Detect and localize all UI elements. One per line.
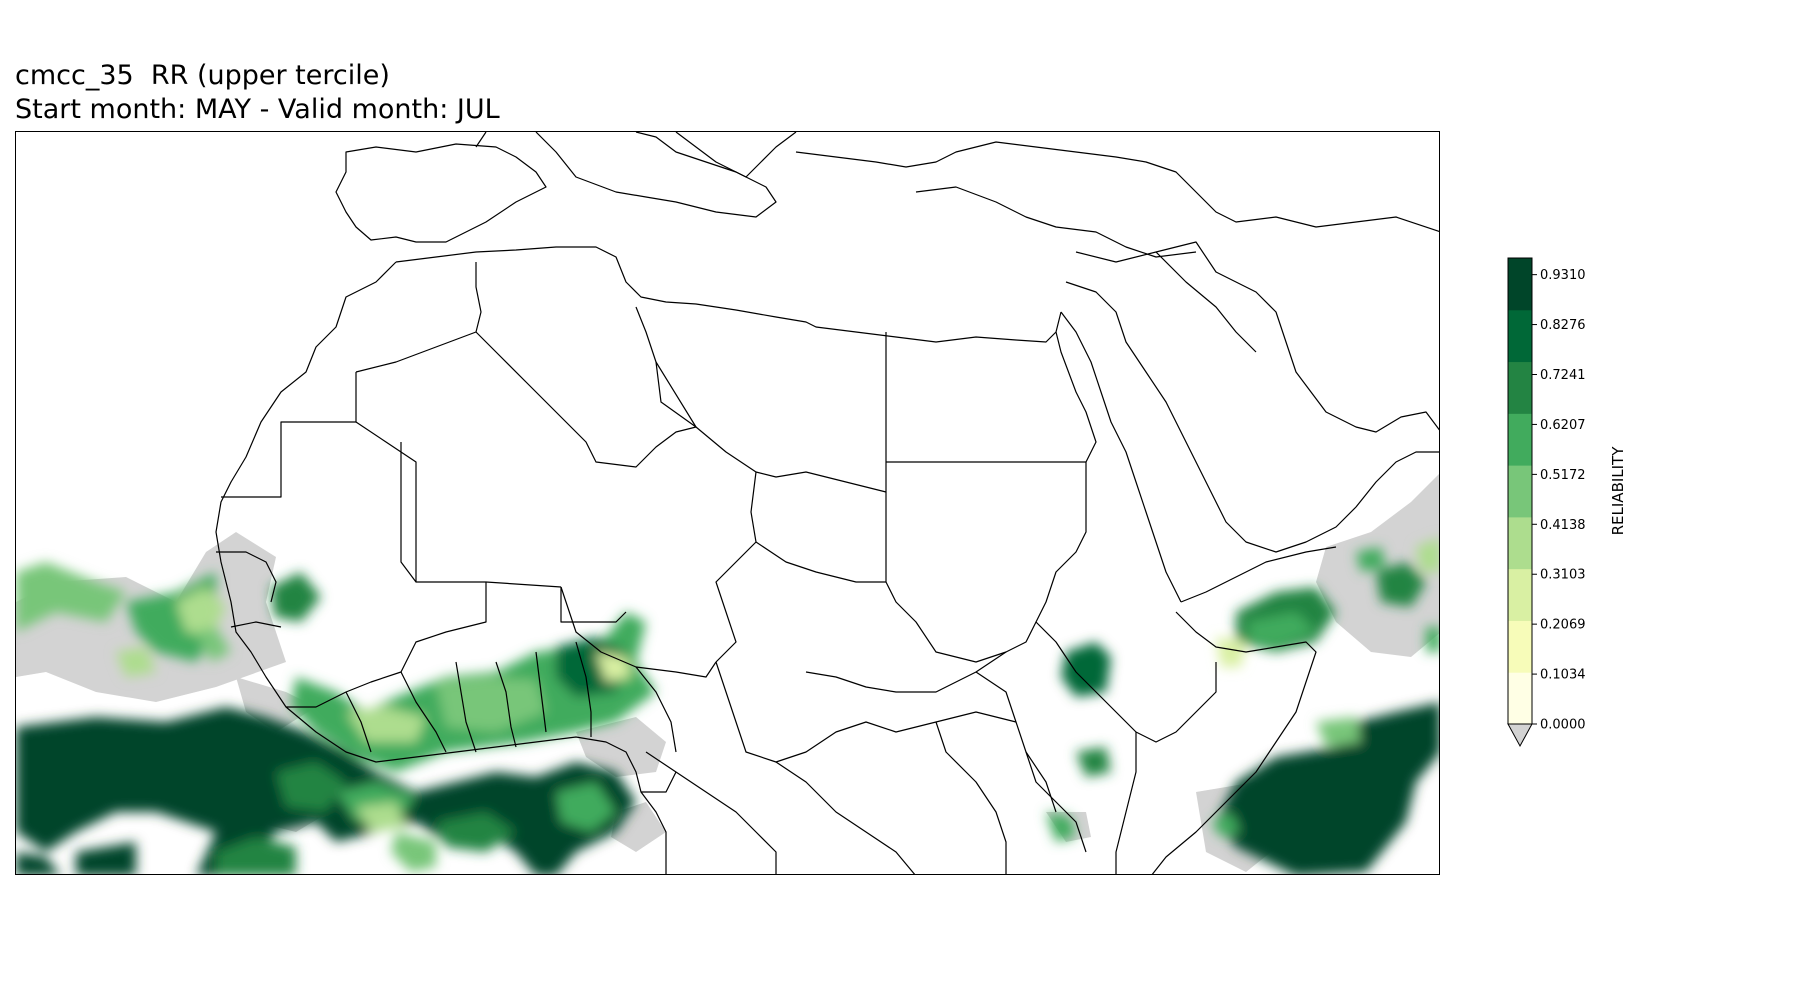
colorbar-extend-triangle	[1507, 723, 1533, 748]
colorbar-swatch	[1508, 258, 1532, 311]
colorbar-tick-label: 0.1034	[1540, 668, 1586, 683]
colorbar-label: RELIABILITY	[1609, 446, 1627, 536]
map-panel[interactable]	[15, 131, 1440, 875]
colorbar-tick-label: 0.2069	[1540, 618, 1586, 633]
colorbar-swatch	[1508, 672, 1532, 725]
colorbar-tick-label: 0.9310	[1540, 268, 1586, 283]
map-svg	[16, 132, 1439, 874]
country-borders	[215, 132, 1439, 874]
colorbar-tick-label: 0.7241	[1540, 368, 1586, 383]
colorbar-swatch	[1508, 413, 1532, 466]
colorbar-tick-label: 0.3103	[1540, 568, 1586, 583]
chart-subtitle: Start month: MAY - Valid month: JUL	[15, 94, 500, 125]
colorbar-swatches	[1508, 258, 1532, 725]
reliability-field	[16, 537, 1439, 874]
colorbar-ticks: 0.9310 0.8276 0.7241 0.6207 0.5172 0.4138 0.31…	[1532, 268, 1586, 733]
colorbar-swatch	[1508, 568, 1532, 621]
colorbar-tick-label: 0.5172	[1540, 468, 1586, 483]
chart-title: cmcc_35 RR (upper tercile)	[15, 60, 390, 91]
colorbar-swatch	[1508, 620, 1532, 673]
colorbar-outline	[1507, 257, 1533, 725]
colorbar-swatch	[1508, 465, 1532, 518]
colorbar-tick-label: 0.6207	[1540, 418, 1586, 433]
colorbar-swatch	[1508, 361, 1532, 414]
colorbar-tick-label: 0.4138	[1540, 518, 1586, 533]
colorbar-swatch	[1508, 309, 1532, 363]
colorbar-swatch	[1508, 516, 1532, 570]
colorbar: 0.9310 0.8276 0.7241 0.6207 0.5172 0.4138 0.31…	[1507, 257, 1627, 748]
colorbar-tick-label: 0.0000	[1540, 718, 1586, 733]
colorbar-tick-label: 0.8276	[1540, 318, 1586, 333]
